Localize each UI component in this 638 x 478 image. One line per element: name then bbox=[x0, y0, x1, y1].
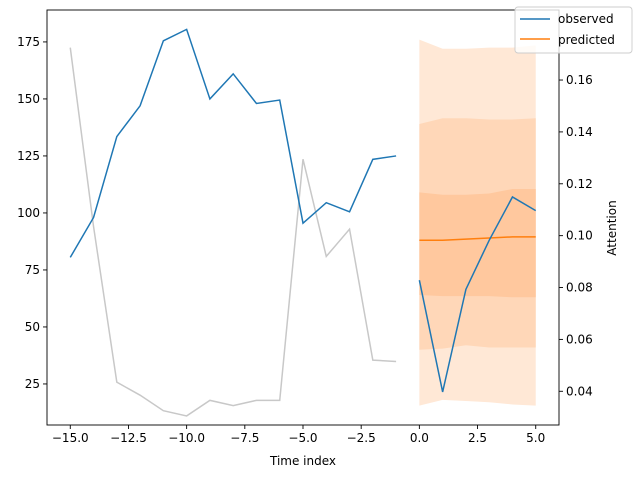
y-right-tick-label: 0.14 bbox=[566, 125, 593, 139]
y-right-tick-label: 0.04 bbox=[566, 384, 593, 398]
predicted-line bbox=[419, 236, 536, 242]
observed-line-segment-2 bbox=[418, 195, 537, 393]
x-axis-ticks: −15.0 −12.5 −10.0 −7.5 −5.0 −2.5 0.0 2.5 5.0 bbox=[52, 425, 545, 445]
y-right-tick-label: 0.06 bbox=[566, 332, 593, 346]
y-left-tick-label: 175 bbox=[17, 35, 40, 49]
y-right-tick-label: 0.16 bbox=[566, 73, 593, 87]
legend-label-observed: observed bbox=[558, 12, 614, 26]
y-left-tick-label: 75 bbox=[25, 263, 40, 277]
x-tick-label: 2.5 bbox=[468, 431, 487, 445]
y-left-tick-label: 25 bbox=[25, 377, 40, 391]
legend-label-predicted: predicted bbox=[558, 33, 615, 47]
confidence-bands bbox=[419, 39, 536, 406]
x-tick-label: 5.0 bbox=[526, 431, 545, 445]
x-tick-label: −15.0 bbox=[52, 431, 89, 445]
series-lines bbox=[69, 28, 537, 417]
x-tick-label: −5.0 bbox=[288, 431, 317, 445]
y-right-tick-label: 0.10 bbox=[566, 229, 593, 243]
y-right-axis-label: Attention bbox=[605, 200, 619, 255]
attention-line bbox=[69, 47, 397, 417]
x-tick-label: −2.5 bbox=[347, 431, 376, 445]
x-tick-label: −7.5 bbox=[230, 431, 259, 445]
y-left-tick-label: 125 bbox=[17, 149, 40, 163]
y-left-tick-label: 150 bbox=[17, 92, 40, 106]
x-axis-label: Time index bbox=[269, 454, 336, 468]
x-tick-label: −10.0 bbox=[168, 431, 205, 445]
x-tick-label: 0.0 bbox=[410, 431, 429, 445]
y-right-axis-ticks: 0.04 0.06 0.08 0.10 0.12 0.14 0.16 bbox=[559, 73, 593, 398]
legend: observed predicted bbox=[514, 6, 633, 54]
y-left-axis-ticks: 25 50 75 100 125 150 175 bbox=[17, 35, 47, 391]
y-right-tick-label: 0.12 bbox=[566, 177, 593, 191]
prediction-band-3 bbox=[419, 188, 536, 298]
observed-line-segment-1 bbox=[69, 28, 397, 258]
y-left-tick-label: 100 bbox=[17, 206, 40, 220]
x-tick-label: −12.5 bbox=[110, 431, 147, 445]
y-left-tick-label: 50 bbox=[25, 320, 40, 334]
y-right-tick-label: 0.08 bbox=[566, 281, 593, 295]
